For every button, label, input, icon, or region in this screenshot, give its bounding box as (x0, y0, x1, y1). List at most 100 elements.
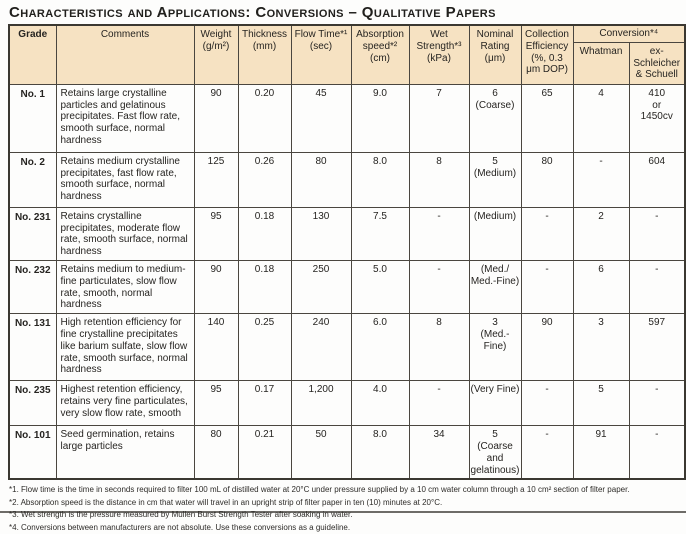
cell-wet_strength: - (408, 259, 470, 315)
cell-collection_efficiency: - (520, 259, 574, 315)
cell-grade: No. 101 (8, 425, 57, 480)
cell-weight: 80 (193, 425, 239, 480)
cell-flow_time: 1,200 (290, 380, 352, 427)
cell-comments: Retains medium crystalline precipitates,… (55, 151, 195, 208)
cell-weight: 125 (193, 151, 239, 208)
cell-whatman: 5 (572, 380, 630, 427)
cell-wet_strength: - (408, 380, 470, 427)
col-header-absorption-speed: Absorption speed*² (cm) (350, 24, 410, 85)
cell-flow_time: 240 (290, 313, 352, 382)
cell-flow_time: 50 (290, 425, 352, 480)
cell-ex_schleicher: 597 (628, 313, 686, 382)
cell-nominal_rating: 6 (Coarse) (468, 83, 522, 153)
cell-absorption_speed: 7.5 (350, 206, 410, 261)
col-header-nominal-rating: Nominal Rating (μm) (468, 24, 522, 85)
cell-whatman: 91 (572, 425, 630, 480)
cell-thickness: 0.21 (237, 425, 292, 480)
cell-nominal_rating: 3 (Med.-Fine) (468, 313, 522, 382)
cell-grade: No. 231 (8, 206, 57, 261)
cell-collection_efficiency: 65 (520, 83, 574, 153)
col-header-comments: Comments (55, 24, 195, 85)
cell-comments: Retains medium to medium-fine particulat… (55, 259, 195, 315)
cell-whatman: - (572, 151, 630, 208)
cell-ex_schleicher: - (628, 259, 686, 315)
cell-ex_schleicher: - (628, 206, 686, 261)
cell-nominal_rating: 5 (Coarse and gelatinous) (468, 425, 522, 480)
cell-thickness: 0.18 (237, 206, 292, 261)
document-page: Characteristics and Applications: Conver… (0, 4, 686, 532)
table-row: No. 101 Seed germination, retains large p… (8, 425, 686, 480)
col-header-thickness: Thickness (mm) (237, 24, 292, 85)
cell-nominal_rating: 5 (Medium) (468, 151, 522, 208)
footnote-2: *2. Absorption speed is the distance in … (9, 497, 443, 507)
cell-nominal_rating: (Very Fine) (468, 380, 522, 427)
cell-collection_efficiency: 90 (520, 313, 574, 382)
cell-absorption_speed: 5.0 (350, 259, 410, 315)
cell-weight: 140 (193, 313, 239, 382)
table-row: No. 235 Highest retention efficiency, ret… (8, 380, 686, 427)
col-header-conversion-group: Conversion*⁴ (572, 24, 686, 43)
cell-collection_efficiency: - (520, 380, 574, 427)
col-header-ex-schleicher: ex-Schleicher & Schuell (628, 41, 686, 85)
col-header-grade: Grade (8, 24, 57, 85)
cell-ex_schleicher: 604 (628, 151, 686, 208)
cell-thickness: 0.25 (237, 313, 292, 382)
col-header-weight: Weight (g/m²) (193, 24, 239, 85)
cell-absorption_speed: 4.0 (350, 380, 410, 427)
cell-whatman: 2 (572, 206, 630, 261)
col-header-wet-strength: Wet Strength*³ (kPa) (408, 24, 470, 85)
qualitative-papers-table: Grade Comments Weight (g/m²) Thickness (… (8, 24, 686, 481)
page-title: Characteristics and Applications: Conver… (9, 4, 496, 21)
table-row: No. 131 High retention efficiency for fin… (8, 313, 686, 382)
cell-grade: No. 2 (8, 151, 57, 208)
cell-weight: 95 (193, 206, 239, 261)
cell-collection_efficiency: - (520, 206, 574, 261)
table-row: No. 2 Retains medium crystalline precipit… (8, 151, 686, 208)
cell-whatman: 3 (572, 313, 630, 382)
footnotes: *1. Flow time is the time in seconds req… (9, 484, 684, 534)
cell-comments: High retention efficiency for fine cryst… (55, 313, 195, 382)
header-row-main: Grade Comments Weight (g/m²) Thickness (… (8, 24, 686, 85)
cell-grade: No. 232 (8, 259, 57, 315)
table-header: Grade Comments Weight (g/m²) Thickness (… (8, 24, 686, 85)
col-header-whatman: Whatman (572, 41, 630, 85)
cell-wet_strength: 8 (408, 151, 470, 208)
cell-grade: No. 131 (8, 313, 57, 382)
cell-thickness: 0.20 (237, 83, 292, 153)
cell-ex_schleicher: 410 or 1450cv (628, 83, 686, 153)
cell-thickness: 0.17 (237, 380, 292, 427)
cell-whatman: 6 (572, 259, 630, 315)
cell-whatman: 4 (572, 83, 630, 153)
table-row: No. 232 Retains medium to medium-fine par… (8, 259, 686, 315)
cell-ex_schleicher: - (628, 380, 686, 427)
cell-absorption_speed: 6.0 (350, 313, 410, 382)
cell-comments: Retains crystalline precipitates, modera… (55, 206, 195, 261)
cell-flow_time: 45 (290, 83, 352, 153)
cell-collection_efficiency: 80 (520, 151, 574, 208)
cell-nominal_rating: (Medium) (468, 206, 522, 261)
cell-absorption_speed: 8.0 (350, 425, 410, 480)
table-body: No. 1 Retains large crystalline particles… (8, 83, 686, 480)
col-header-collection-efficiency: Collection Efficiency (%, 0.3 μm DOP) (520, 24, 574, 85)
cell-absorption_speed: 9.0 (350, 83, 410, 153)
cell-nominal_rating: (Med./ Med.-Fine) (468, 259, 522, 315)
cell-wet_strength: 8 (408, 313, 470, 382)
cell-wet_strength: 34 (408, 425, 470, 480)
cell-flow_time: 250 (290, 259, 352, 315)
footnote-4: *4. Conversions between manufacturers ar… (9, 522, 351, 532)
cell-wet_strength: - (408, 206, 470, 261)
cell-weight: 95 (193, 380, 239, 427)
cell-comments: Seed germination, retains large particle… (55, 425, 195, 480)
footnote-1: *1. Flow time is the time in seconds req… (9, 485, 630, 495)
footnote-3: *3. Wet strength is the pressure measure… (9, 510, 353, 520)
cell-wet_strength: 7 (408, 83, 470, 153)
cell-comments: Retains large crystalline particles and … (55, 83, 195, 153)
header-row-conversion: Whatman ex-Schleicher & Schuell (9, 41, 686, 85)
cell-weight: 90 (193, 259, 239, 315)
cell-absorption_speed: 8.0 (350, 151, 410, 208)
col-header-flow-time: Flow Time*¹ (sec) (290, 24, 352, 85)
cell-thickness: 0.18 (237, 259, 292, 315)
cell-flow_time: 130 (290, 206, 352, 261)
cell-flow_time: 80 (290, 151, 352, 208)
cell-collection_efficiency: - (520, 425, 574, 480)
